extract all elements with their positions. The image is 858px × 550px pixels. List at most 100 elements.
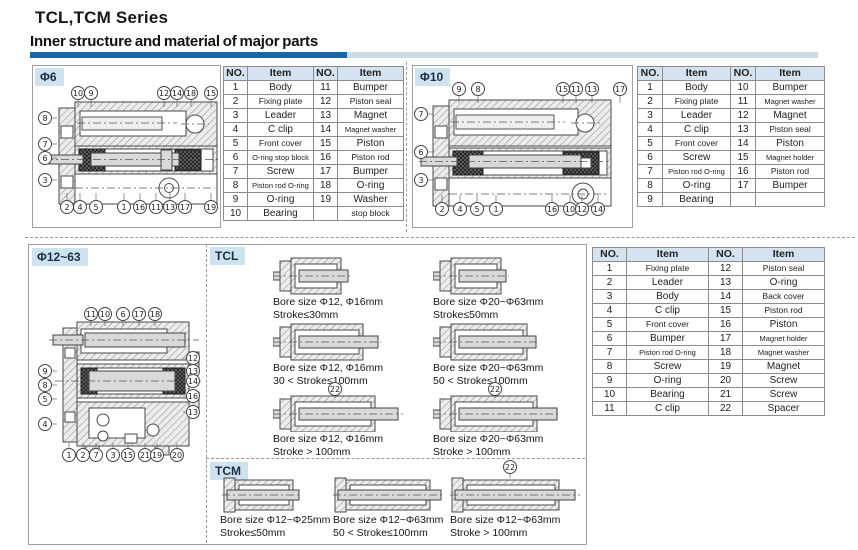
tcl-tcm-dashed-divider (206, 458, 585, 459)
tcm-section-label: TCM (210, 462, 248, 480)
table-row: 6 Bumper 17 Magnet holder (592, 331, 825, 346)
svg-text:22: 22 (490, 385, 500, 394)
stroke-label: Stroke≤30mm (273, 309, 339, 321)
table-cell: Leader (626, 275, 709, 290)
svg-text:1: 1 (493, 205, 498, 214)
vertical-dashed-divider-bottom (206, 244, 207, 543)
table-cell: 3 (592, 289, 627, 304)
table-cell: 20 (708, 373, 743, 388)
table-cell: O-ring (337, 178, 404, 193)
table-row: 2 Fixing plate 12 Piston seal (223, 94, 404, 109)
balloon-callouts-top: 10 9 12 14 18 15 (71, 86, 218, 107)
cylinder-drawing-tcm-2 (333, 477, 445, 513)
table-cell: Piston seal (755, 122, 825, 137)
cylinder-caption: Bore size Φ12, Φ16mm 30 < Stroke≤100mm (273, 362, 383, 388)
table-cell: 9 (592, 373, 627, 388)
table-cell: Bumper (337, 80, 404, 95)
bore-size-label: Bore size Φ12~Φ63mm (450, 514, 561, 526)
table-cell: 12 (730, 108, 756, 123)
table-cell: Front cover (662, 136, 731, 151)
svg-text:13: 13 (165, 203, 175, 212)
svg-text:13: 13 (587, 85, 597, 94)
table-cell: 6 (637, 150, 663, 165)
vertical-dashed-divider-top (406, 62, 407, 232)
svg-text:5: 5 (93, 203, 98, 212)
table-cell (755, 192, 825, 207)
svg-text:6: 6 (42, 154, 47, 163)
svg-text:14: 14 (172, 89, 182, 98)
table-cell: 7 (223, 164, 248, 179)
table-cell: Bumper (626, 331, 709, 346)
table-cell: 7 (592, 345, 627, 360)
cylinder-drawing-tcl-2 (433, 257, 509, 295)
table-cell: 8 (592, 359, 627, 374)
svg-text:19: 19 (206, 203, 216, 212)
svg-text:18: 18 (186, 89, 196, 98)
table-row: 1 Fixing plate 12 Piston seal (592, 261, 825, 276)
table-cell: 5 (637, 136, 663, 151)
table-cell: 5 (223, 136, 248, 151)
table-cell: 8 (223, 178, 248, 193)
cylinder-caption: Bore size Φ12~Φ63mm 50 < Stroke≤100mm (333, 514, 443, 540)
table-cell: Magnet holder (742, 331, 825, 346)
table-head: NO. Item NO. Item (592, 247, 825, 262)
table-cell: Leader (662, 108, 731, 123)
table-row: 9 O-ring 19 Washer (223, 192, 404, 207)
table-cell: 16 (708, 317, 743, 332)
svg-text:6: 6 (418, 148, 423, 157)
bore-size-label: Bore size Φ20~Φ63mm (433, 362, 544, 374)
table-row: 8 Screw 19 Magnet (592, 359, 825, 374)
table-cell: Body (662, 80, 731, 95)
table-row: 1 Body 10 Bumper (637, 80, 825, 95)
svg-text:2: 2 (64, 203, 69, 212)
table-cell: Item (337, 66, 404, 81)
table-cell: Screw (742, 387, 825, 402)
table-cell: Body (626, 289, 709, 304)
svg-text:9: 9 (42, 367, 47, 376)
table-row: 7 Piston rod O-ring 16 Piston rod (637, 164, 825, 179)
table-cell: Piston rod O-ring (247, 178, 314, 193)
table-cell: 2 (592, 275, 627, 290)
table-cell: Piston (755, 136, 825, 151)
svg-text:2: 2 (80, 451, 85, 460)
table-cell: 19 (708, 359, 743, 374)
table-cell: 6 (223, 150, 248, 165)
header-underline-light (347, 52, 818, 58)
table-row: 5 Front cover 15 Piston (223, 136, 404, 151)
page-title: TCL,TCM Series (35, 8, 169, 27)
stroke-label: 50 < Stroke≤100mm (333, 527, 428, 539)
table-cell: 12 (708, 261, 743, 276)
table-cell: Fixing plate (626, 261, 709, 276)
table-row: NO. Item NO. Item (637, 66, 825, 81)
spacer-balloon-callout: 22 (328, 382, 342, 398)
table-cell: Item (626, 247, 709, 262)
svg-text:9: 9 (456, 85, 461, 94)
table-cell: Screw (742, 373, 825, 388)
svg-text:8: 8 (42, 381, 47, 390)
table-cell: Back cover (742, 289, 825, 304)
bore-label-d6: Φ6 (35, 68, 64, 86)
svg-text:11: 11 (151, 203, 161, 212)
svg-text:4: 4 (42, 420, 47, 429)
svg-text:17: 17 (615, 85, 625, 94)
svg-text:14: 14 (188, 377, 198, 386)
table-cell: 18 (708, 345, 743, 360)
parts-table-d1263: NO. Item NO. Item 1 Fixing plate 12 Piston sea… (592, 247, 825, 416)
table-body: 1 Fixing plate 12 Piston seal 2 Leader 13 O-rin… (592, 261, 825, 416)
svg-text:19: 19 (152, 451, 162, 460)
stroke-label: 30 < Stroke≤100mm (273, 375, 368, 387)
table-row: 7 Piston rod O-ring 18 Magnet washer (592, 345, 825, 360)
svg-text:16: 16 (547, 205, 557, 214)
cylinder-drawing-tcm-1 (222, 477, 302, 513)
table-cell: 10 (223, 206, 248, 221)
table-row: 2 Fixing plate 11 Magnet washer (637, 94, 825, 109)
table-cell: Fixing plate (662, 94, 731, 109)
table-head: NO. Item NO. Item (223, 66, 404, 81)
table-head: NO. Item NO. Item (637, 66, 825, 81)
table-cell: Fixing plate (247, 94, 314, 109)
table-cell: O-ring (742, 275, 825, 290)
table-row: 6 Screw 15 Magnet holder (637, 150, 825, 165)
